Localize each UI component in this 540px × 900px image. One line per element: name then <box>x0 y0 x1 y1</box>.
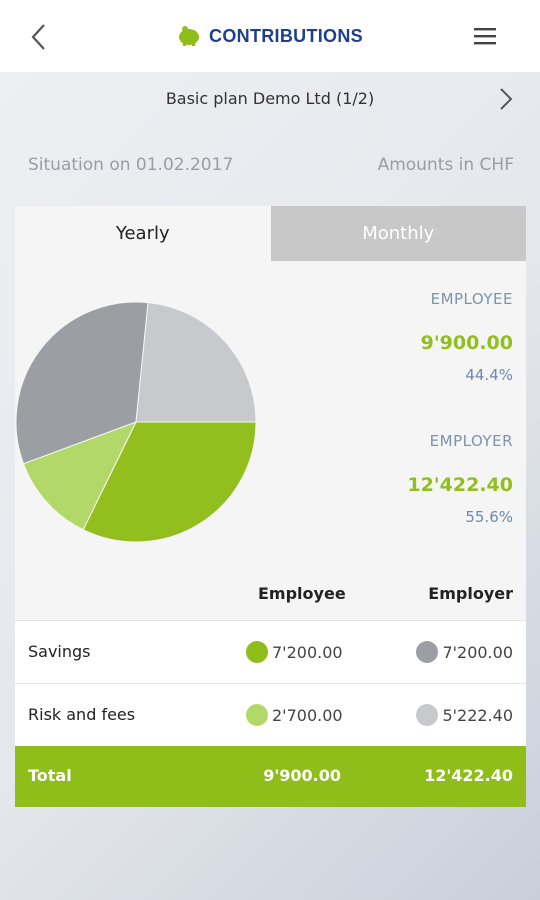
employee-cell: 7'200.00 <box>246 641 343 663</box>
employer-percent: 55.6% <box>465 508 513 526</box>
color-dot <box>246 641 268 663</box>
employer-amount: 12'422.40 <box>407 474 513 496</box>
total-employee: 9'900.00 <box>263 766 341 785</box>
page-title: CONTRIBUTIONS <box>209 25 363 46</box>
currency-note: Amounts in CHF <box>377 155 514 175</box>
row-label: Risk and fees <box>28 705 136 724</box>
total-employer: 12'422.40 <box>424 766 513 785</box>
employer-risk-value: 5'222.40 <box>442 705 513 725</box>
employee-summary: EMPLOYEE 9'900.00 44.4% <box>421 290 513 384</box>
total-label: Total <box>28 766 72 785</box>
color-dot <box>416 704 439 726</box>
pie-slice-0 <box>82 421 257 543</box>
color-dot <box>416 641 439 663</box>
pie-slice-1 <box>22 421 138 531</box>
employer-savings-value: 7'200.00 <box>442 642 513 662</box>
tab-monthly[interactable]: Monthly <box>270 206 526 261</box>
employee-cell: 2'700.00 <box>246 704 343 726</box>
hamburger-menu-icon[interactable] <box>472 24 500 50</box>
employer-cell: 7'200.00 <box>416 641 513 663</box>
period-tabs: Yearly Monthly <box>15 206 526 261</box>
contributions-table: Savings 7'200.00 7'200.00 Risk and fees … <box>15 620 526 746</box>
table-row-savings: Savings 7'200.00 7'200.00 <box>15 620 526 683</box>
pie-slice-2 <box>15 301 149 465</box>
table-row-risk-fees: Risk and fees 2'700.00 5'222.40 <box>15 683 526 746</box>
title-wrap: CONTRIBUTIONS <box>177 25 363 47</box>
row-label: Savings <box>28 642 91 661</box>
top-bar: CONTRIBUTIONS <box>0 0 540 72</box>
employer-cell: 5'222.40 <box>416 704 513 726</box>
employee-percent: 44.4% <box>465 366 513 384</box>
contributions-card: Yearly Monthly EMPLOYEE 9'900.00 44.4% E… <box>15 206 526 807</box>
total-row: Total 9'900.00 12'422.40 <box>15 746 526 807</box>
plan-name: Basic plan Demo Ltd (1/2) <box>165 88 375 108</box>
employee-risk-value: 2'700.00 <box>272 705 343 725</box>
plan-selector[interactable]: Basic plan Demo Ltd (1/2) <box>0 72 540 124</box>
pie-slice-3 <box>135 302 257 423</box>
employee-savings-value: 7'200.00 <box>272 642 343 662</box>
chevron-right-icon[interactable] <box>496 86 516 112</box>
chevron-left-icon[interactable] <box>26 22 54 52</box>
column-header-employee: Employee <box>258 584 346 603</box>
employee-amount: 9'900.00 <box>420 332 513 354</box>
piggy-bank-icon <box>179 26 200 46</box>
column-header-employer: Employer <box>428 584 513 603</box>
employee-label: EMPLOYEE <box>430 290 513 308</box>
employer-summary: EMPLOYER 12'422.40 55.6% <box>407 432 513 526</box>
tab-yearly[interactable]: Yearly <box>15 206 271 261</box>
employer-label: EMPLOYER <box>429 432 513 450</box>
contributions-pie-chart <box>15 301 257 543</box>
color-dot <box>246 704 268 726</box>
situation-date: Situation on 01.02.2017 <box>28 155 234 175</box>
